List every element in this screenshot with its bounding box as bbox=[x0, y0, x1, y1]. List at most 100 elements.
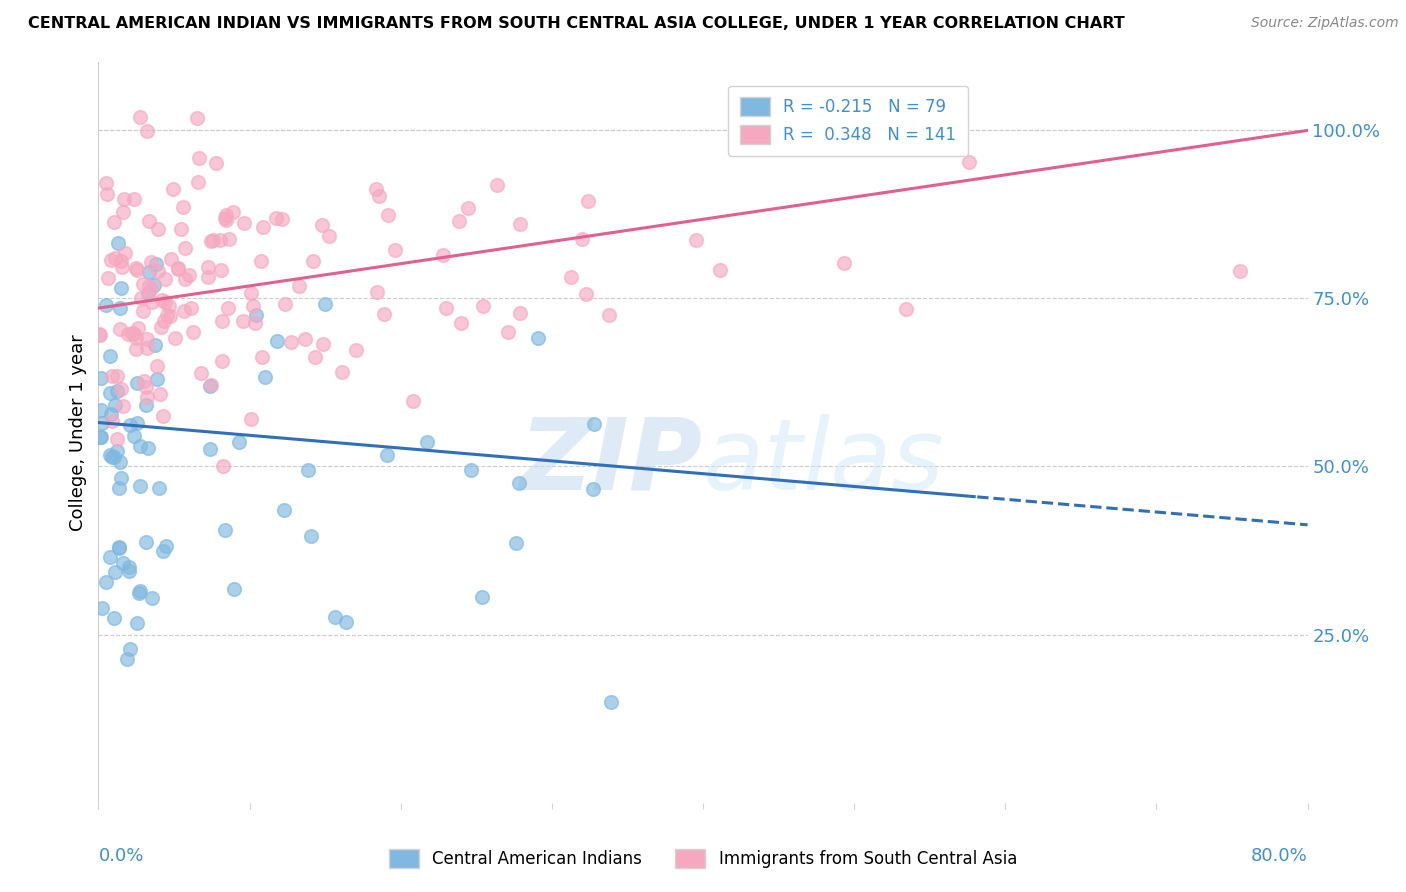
Point bbox=[486, 178, 509, 193]
Point bbox=[94, 574, 117, 589]
Point bbox=[100, 349, 122, 363]
Point bbox=[187, 151, 209, 165]
Point bbox=[377, 208, 399, 222]
Point bbox=[156, 309, 179, 323]
Point bbox=[104, 565, 127, 579]
Y-axis label: College, Under 1 year: College, Under 1 year bbox=[69, 334, 87, 531]
Point bbox=[149, 320, 172, 334]
Point bbox=[264, 211, 287, 226]
Point bbox=[141, 591, 163, 606]
Point bbox=[153, 294, 176, 309]
Point bbox=[110, 383, 132, 397]
Point bbox=[270, 212, 292, 227]
Point bbox=[222, 205, 245, 219]
Point bbox=[527, 331, 550, 345]
Point bbox=[134, 535, 156, 549]
Point bbox=[198, 379, 221, 393]
Point bbox=[141, 294, 163, 309]
Point bbox=[111, 205, 134, 219]
Point bbox=[173, 304, 195, 318]
Point bbox=[132, 303, 155, 318]
Point bbox=[128, 439, 150, 453]
Point bbox=[496, 325, 519, 339]
Point bbox=[115, 652, 138, 666]
Point bbox=[471, 299, 494, 313]
Point bbox=[299, 529, 322, 543]
Point bbox=[471, 590, 494, 604]
Point bbox=[105, 369, 128, 384]
Point bbox=[117, 326, 139, 341]
Point bbox=[89, 327, 111, 342]
Point bbox=[197, 260, 219, 274]
Point bbox=[167, 260, 190, 275]
Point bbox=[174, 272, 197, 286]
Point bbox=[274, 297, 297, 311]
Point bbox=[128, 585, 150, 599]
Point bbox=[172, 200, 194, 214]
Point bbox=[598, 308, 620, 322]
Point bbox=[599, 695, 621, 709]
Point bbox=[209, 233, 232, 247]
Point bbox=[200, 235, 222, 249]
Point bbox=[294, 333, 316, 347]
Point bbox=[138, 278, 160, 293]
Point bbox=[100, 407, 122, 421]
Point bbox=[118, 559, 141, 574]
Point bbox=[103, 450, 125, 464]
Point bbox=[89, 328, 111, 343]
Point bbox=[125, 416, 148, 430]
Point bbox=[108, 455, 131, 469]
Point bbox=[114, 245, 136, 260]
Point bbox=[104, 398, 127, 412]
Point bbox=[228, 435, 250, 450]
Point bbox=[373, 307, 395, 321]
Point bbox=[91, 416, 114, 430]
Point bbox=[180, 301, 202, 316]
Text: 0.0%: 0.0% bbox=[98, 847, 143, 865]
Point bbox=[149, 386, 172, 401]
Point bbox=[242, 300, 264, 314]
Point bbox=[152, 544, 174, 558]
Point bbox=[129, 110, 152, 124]
Point bbox=[450, 316, 472, 330]
Point bbox=[148, 222, 170, 236]
Point bbox=[105, 384, 128, 399]
Point bbox=[302, 254, 325, 268]
Point bbox=[141, 282, 163, 296]
Point bbox=[252, 219, 274, 234]
Point bbox=[187, 175, 209, 189]
Point bbox=[135, 124, 157, 138]
Point bbox=[134, 374, 156, 388]
Point bbox=[107, 481, 129, 495]
Point bbox=[250, 253, 273, 268]
Point bbox=[186, 112, 208, 126]
Point bbox=[560, 269, 582, 284]
Point bbox=[224, 582, 246, 596]
Point bbox=[366, 285, 388, 299]
Point bbox=[288, 279, 311, 293]
Point bbox=[211, 314, 233, 328]
Point bbox=[136, 390, 159, 404]
Point bbox=[112, 192, 135, 206]
Point bbox=[90, 429, 112, 443]
Text: Source: ZipAtlas.com: Source: ZipAtlas.com bbox=[1251, 16, 1399, 30]
Point bbox=[145, 256, 167, 270]
Text: 80.0%: 80.0% bbox=[1251, 847, 1308, 865]
Point bbox=[129, 479, 152, 493]
Point bbox=[509, 306, 531, 320]
Point bbox=[214, 211, 236, 225]
Point bbox=[384, 244, 406, 258]
Point bbox=[139, 255, 162, 269]
Point bbox=[240, 286, 263, 301]
Point bbox=[121, 326, 143, 341]
Point bbox=[122, 327, 145, 342]
Point bbox=[96, 186, 118, 201]
Point bbox=[100, 414, 122, 428]
Point bbox=[460, 462, 482, 476]
Point bbox=[108, 541, 131, 555]
Point bbox=[125, 331, 148, 345]
Point bbox=[100, 252, 122, 267]
Point bbox=[204, 156, 226, 170]
Point bbox=[832, 255, 855, 269]
Point bbox=[163, 331, 186, 345]
